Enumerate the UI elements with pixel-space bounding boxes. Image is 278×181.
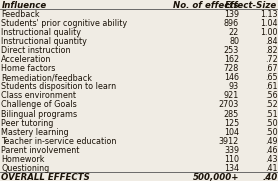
Text: 146: 146	[224, 73, 239, 82]
Text: .72: .72	[265, 55, 277, 64]
Text: Teacher in-service education: Teacher in-service education	[1, 137, 117, 146]
Text: Effect-Size: Effect-Size	[225, 1, 277, 10]
Text: 134: 134	[224, 164, 239, 173]
Text: 896: 896	[224, 19, 239, 28]
Text: Students disposition to learn: Students disposition to learn	[1, 82, 116, 91]
Text: .49: .49	[265, 137, 277, 146]
Text: 1.00: 1.00	[260, 28, 277, 37]
Text: Remediation/feedback: Remediation/feedback	[1, 73, 92, 82]
Text: 1.13: 1.13	[260, 10, 277, 19]
Text: 253: 253	[224, 46, 239, 55]
Text: .50: .50	[265, 128, 277, 137]
Text: Students' prior cognitive ability: Students' prior cognitive ability	[1, 19, 128, 28]
Text: .51: .51	[265, 110, 277, 119]
Text: .82: .82	[265, 46, 277, 55]
Text: .67: .67	[265, 64, 277, 73]
Text: .52: .52	[265, 100, 277, 110]
Text: Peer tutoring: Peer tutoring	[1, 119, 54, 128]
Text: Parent involvement: Parent involvement	[1, 146, 80, 155]
Text: Direct instruction: Direct instruction	[1, 46, 71, 55]
Text: 80: 80	[229, 37, 239, 46]
Text: Class environment: Class environment	[1, 91, 76, 100]
Text: 728: 728	[224, 64, 239, 73]
Text: 500,000+: 500,000+	[193, 173, 239, 181]
Text: Homework: Homework	[1, 155, 45, 164]
Text: 22: 22	[229, 28, 239, 37]
Text: 139: 139	[224, 10, 239, 19]
Text: Home factors: Home factors	[1, 64, 56, 73]
Text: .40: .40	[262, 173, 277, 181]
Text: 1.04: 1.04	[260, 19, 277, 28]
Text: 125: 125	[224, 119, 239, 128]
Text: 2703: 2703	[219, 100, 239, 110]
Text: .46: .46	[265, 146, 277, 155]
Text: 162: 162	[224, 55, 239, 64]
Text: 93: 93	[229, 82, 239, 91]
Text: .41: .41	[265, 164, 277, 173]
Text: .84: .84	[265, 37, 277, 46]
Text: Influence: Influence	[1, 1, 47, 10]
Text: 110: 110	[224, 155, 239, 164]
Text: 104: 104	[224, 128, 239, 137]
Text: .43: .43	[265, 155, 277, 164]
Text: .65: .65	[265, 73, 277, 82]
Text: Instructional quality: Instructional quality	[1, 28, 81, 37]
Text: Questioning: Questioning	[1, 164, 50, 173]
Text: .50: .50	[265, 119, 277, 128]
Text: .56: .56	[265, 91, 277, 100]
Text: Bilingual programs: Bilingual programs	[1, 110, 78, 119]
Text: Mastery learning: Mastery learning	[1, 128, 69, 137]
Text: No. of effects: No. of effects	[173, 1, 239, 10]
Text: 3912: 3912	[219, 137, 239, 146]
Text: OVERALL EFFECTS: OVERALL EFFECTS	[1, 173, 90, 181]
Text: Instructional quantity: Instructional quantity	[1, 37, 87, 46]
Text: 339: 339	[224, 146, 239, 155]
Text: Feedback: Feedback	[1, 10, 40, 19]
Text: Acceleration: Acceleration	[1, 55, 52, 64]
Text: 285: 285	[224, 110, 239, 119]
Text: 921: 921	[224, 91, 239, 100]
Text: .61: .61	[265, 82, 277, 91]
Text: Challenge of Goals: Challenge of Goals	[1, 100, 77, 110]
